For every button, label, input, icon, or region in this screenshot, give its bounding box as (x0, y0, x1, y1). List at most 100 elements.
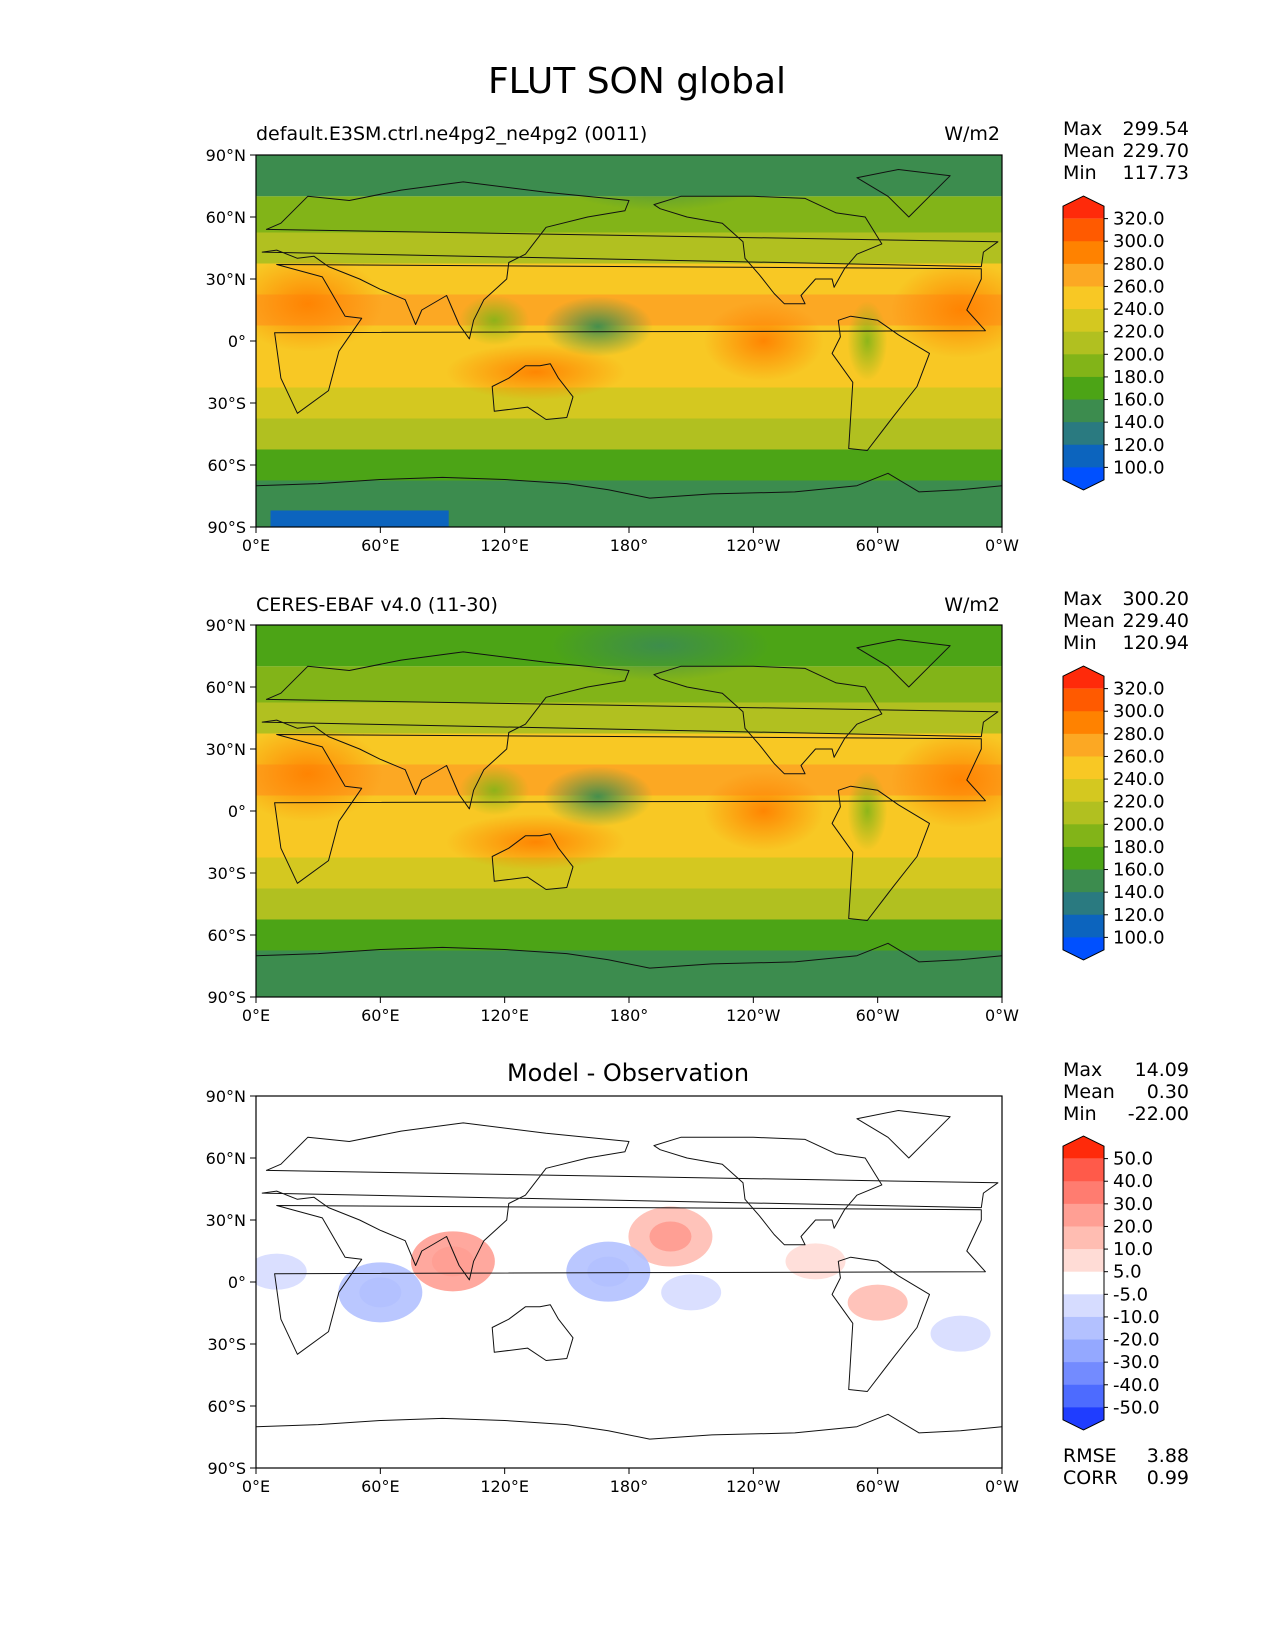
colorbar-segment (1063, 1294, 1104, 1318)
error-stat-label: RMSE (1063, 1445, 1117, 1467)
x-tick-label: 60°E (361, 536, 399, 555)
stat-label: Mean (1063, 610, 1115, 632)
colorbar-segment (1063, 1339, 1104, 1363)
stat-value: 229.40 (1123, 610, 1189, 632)
band-232 (256, 857, 1002, 889)
stat-value: 117.73 (1123, 162, 1189, 184)
colorbar-extend-min (1063, 1407, 1104, 1430)
panel-1-map (255, 154, 1003, 528)
panel-2-colorbar: 320.0300.0280.0260.0240.0220.0200.0180.0… (1062, 665, 1165, 961)
colorbar-label: 300.0 (1113, 231, 1165, 252)
band-205 (256, 888, 1002, 920)
stat-label: Min (1063, 162, 1097, 184)
colorbar-extend-max (1063, 666, 1104, 689)
colorbar-label: 120.0 (1113, 905, 1165, 926)
y-tick-label: 0° (228, 1273, 246, 1292)
x-tick-label: 120°W (726, 1006, 781, 1025)
colorbar-segment (1063, 331, 1104, 355)
panel-3-error-stats: RMSE 3.88 CORR 0.99 (1063, 1445, 1189, 1489)
panel-1-units: W/m2 (944, 123, 1000, 145)
colorbar-segment (1063, 711, 1104, 735)
colorbar-segment (1063, 422, 1104, 446)
band-250 (256, 826, 1002, 858)
colorbar-label: -50.0 (1113, 1397, 1160, 1418)
anomaly-core (587, 1256, 630, 1287)
panel-1-title: default.E3SM.ctrl.ne4pg2_ne4pg2 (0011) (256, 123, 647, 145)
colorbar-label: 320.0 (1113, 679, 1165, 700)
colorbar-segment (1063, 846, 1104, 871)
colorbar-label: 260.0 (1113, 276, 1165, 297)
anomaly-region (256, 1253, 307, 1290)
stat-value: 14.09 (1135, 1059, 1189, 1081)
coastline (261, 1122, 999, 1281)
coastline (256, 472, 1002, 499)
stat-label: Min (1063, 632, 1097, 654)
y-tick-label: 60°N (206, 678, 246, 697)
stat-value: -22.00 (1128, 1103, 1189, 1125)
x-tick-label: 120°E (480, 1006, 529, 1025)
y-tick-label: 90°N (206, 146, 246, 165)
x-tick-label: 60°E (361, 1477, 399, 1496)
colorbar-label: 160.0 (1113, 390, 1165, 411)
stat-value: 299.54 (1123, 118, 1189, 140)
x-tick-label: 120°W (726, 1477, 781, 1496)
x-tick-label: 180° (610, 1477, 649, 1496)
field-region (703, 771, 824, 851)
stat-label: Max (1063, 1059, 1102, 1081)
y-tick-label: 30°N (206, 740, 246, 759)
colorbar-label: 220.0 (1113, 322, 1165, 343)
stat-value: 120.94 (1123, 632, 1189, 654)
band-230 (256, 387, 1002, 419)
x-tick-label: 0°E (242, 536, 270, 555)
y-tick-label: 90°N (206, 616, 246, 635)
colorbar-label: 200.0 (1113, 344, 1165, 365)
field-region (542, 766, 653, 827)
field-region (256, 725, 383, 822)
x-tick-label: 0°W (985, 536, 1019, 555)
coastline (856, 1110, 951, 1159)
colorbar-segment (1063, 354, 1104, 378)
colorbar-label: -30.0 (1113, 1352, 1160, 1373)
coastline (256, 942, 1002, 969)
x-tick-label: 120°E (480, 1477, 529, 1496)
band-178 (256, 919, 1002, 951)
colorbar-segment (1063, 1316, 1104, 1341)
colorbar-label: 320.0 (1113, 209, 1165, 230)
panel-3-colorbar: 50.040.030.020.010.05.0-5.0-10.0-20.0-30… (1062, 1135, 1160, 1431)
colorbar-label: 140.0 (1113, 412, 1165, 433)
colorbar-segment (1063, 399, 1104, 423)
colorbar-segment (1063, 1226, 1104, 1250)
panel-1-colorbar: 320.0300.0280.0260.0240.0220.0200.0180.0… (1062, 195, 1165, 491)
colorbar-segment (1063, 444, 1104, 468)
field-region (550, 625, 771, 681)
x-tick-label: 60°W (856, 1477, 900, 1496)
band-250 (256, 356, 1002, 388)
colorbar-segment (1063, 1203, 1104, 1227)
colorbar-extend-max (1063, 1136, 1104, 1159)
colorbar-extend-min (1063, 937, 1104, 960)
band-200 (256, 418, 1002, 450)
panel-1: default.E3SM.ctrl.ne4pg2_ne4pg2 (0011) W… (206, 118, 1189, 555)
colorbar-segment (1063, 376, 1104, 401)
y-tick-label: 60°N (206, 208, 246, 227)
panel-3-title: Model - Observation (507, 1059, 749, 1087)
figure-title: FLUT SON global (488, 61, 786, 102)
colorbar-segment (1063, 1271, 1104, 1295)
colorbar-label: -20.0 (1113, 1330, 1160, 1351)
colorbar-label: 20.0 (1113, 1216, 1153, 1237)
anomaly-core (431, 1246, 474, 1277)
y-tick-label: 60°S (207, 1397, 246, 1416)
stat-value: 229.70 (1123, 140, 1189, 162)
colorbar-label: 140.0 (1113, 882, 1165, 903)
y-tick-label: 90°S (207, 988, 246, 1007)
colorbar-extend-max (1063, 196, 1104, 219)
stat-label: Min (1063, 1103, 1097, 1125)
panel-3-stats: Max 14.09 Mean 0.30 Min -22.00 (1063, 1059, 1189, 1125)
coastline (261, 181, 999, 340)
y-tick-label: 60°N (206, 1149, 246, 1168)
colorbar-segment (1063, 869, 1104, 893)
field-region (847, 771, 888, 851)
colorbar-label: 180.0 (1113, 837, 1165, 858)
colorbar-label: 200.0 (1113, 814, 1165, 835)
